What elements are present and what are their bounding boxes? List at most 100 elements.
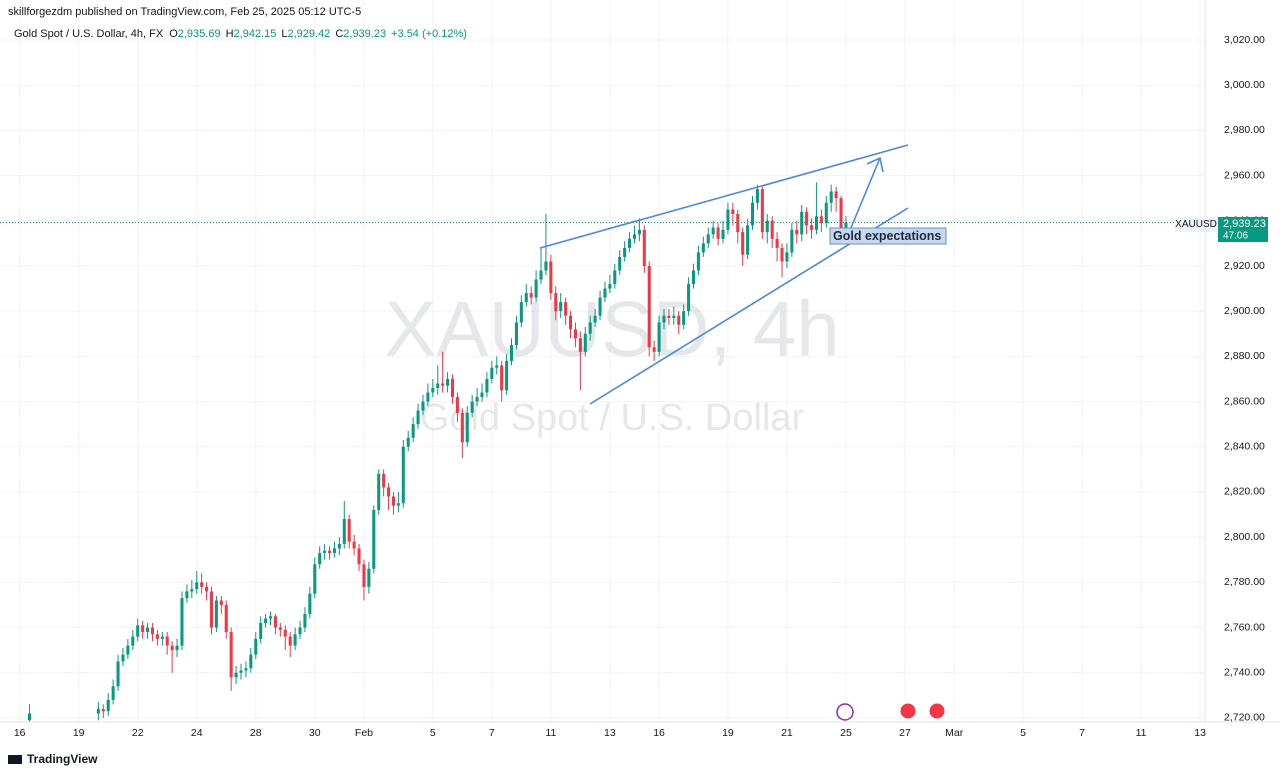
candle-body	[195, 582, 199, 590]
candle-body	[613, 270, 617, 285]
x-tick-label: 7	[1079, 727, 1085, 739]
event-icon[interactable]	[836, 703, 854, 721]
candle-body	[519, 302, 523, 323]
upper-trendline	[539, 144, 909, 249]
x-tick-label: 24	[191, 727, 203, 739]
candle-body	[421, 401, 425, 411]
candle-body	[632, 234, 636, 239]
x-tick-label: Feb	[355, 727, 373, 739]
candle-body	[165, 636, 169, 646]
x-tick-label: 13	[604, 727, 616, 739]
candle-body	[544, 261, 548, 271]
candle-body	[736, 214, 740, 233]
candle-body	[146, 627, 150, 633]
y-tick-label: 2,900.00	[1224, 305, 1265, 317]
candle-body	[401, 446, 405, 504]
candle-body	[273, 616, 277, 628]
candle-body	[790, 229, 794, 253]
candle-body	[234, 672, 238, 678]
candle-body	[662, 315, 666, 323]
candle-body	[559, 302, 563, 312]
candle-body	[770, 220, 774, 239]
candle-body	[539, 270, 543, 280]
candle-body	[446, 378, 450, 386]
y-tick-label: 3,020.00	[1224, 34, 1265, 46]
candle-body	[795, 229, 799, 235]
candle-body	[106, 699, 110, 712]
candle-body	[829, 191, 833, 203]
candle-body	[214, 600, 218, 628]
candle-body	[229, 632, 233, 678]
candle-body	[155, 634, 159, 639]
event-flag-icon[interactable]	[899, 702, 917, 720]
ohlc-value: 2,935.69	[178, 28, 221, 40]
tag-price-bg	[1218, 217, 1268, 242]
candle-body	[598, 297, 602, 316]
ohlc-key: L	[281, 28, 287, 40]
candle-body	[657, 322, 661, 352]
price-axis-bg	[1205, 0, 1280, 722]
y-tick-label: 2,860.00	[1224, 395, 1265, 407]
candle-body	[608, 284, 612, 289]
y-tick-label: 2,880.00	[1224, 350, 1265, 362]
candle-body	[814, 216, 818, 230]
publish-header: skillforgezdm published on TradingView.c…	[8, 6, 361, 18]
ohlc-value: 2,939.23	[343, 28, 386, 40]
candle-body	[431, 388, 435, 393]
watermark-description: Gold Spot / U.S. Dollar	[420, 397, 805, 439]
candle-body	[328, 550, 332, 553]
tag-symbol: XAUUSD	[1175, 219, 1217, 230]
candle-body	[460, 412, 464, 443]
candle-body	[647, 265, 651, 348]
y-tick-label: 3,000.00	[1224, 79, 1265, 91]
candle-body	[303, 613, 307, 628]
candle-body	[844, 222, 848, 231]
candle-body	[268, 616, 273, 619]
candle-body	[342, 519, 346, 544]
x-tick-label: 16	[653, 727, 665, 739]
candle-body	[244, 668, 248, 671]
x-tick-label: 22	[132, 727, 144, 739]
y-tick-label: 2,920.00	[1224, 260, 1265, 272]
x-tick-label: 27	[899, 727, 911, 739]
annotation-box	[829, 227, 947, 245]
candle-body	[219, 600, 223, 605]
candle-body	[131, 636, 135, 646]
annotation-text: Gold expectations	[833, 229, 941, 243]
candle-body	[677, 315, 681, 325]
x-tick-label: 16	[14, 727, 26, 739]
candle-body	[470, 401, 474, 413]
tag-countdown: 47:06	[1223, 231, 1248, 242]
candle-body	[765, 220, 769, 233]
candle-body	[288, 636, 292, 646]
candle-body	[623, 247, 627, 257]
candle-body	[377, 473, 381, 511]
candle-body	[569, 315, 573, 330]
candle-body	[411, 424, 415, 438]
candle-body	[746, 225, 750, 255]
x-tick-label: 19	[73, 727, 85, 739]
y-tick-label: 2,840.00	[1224, 441, 1265, 453]
candle-body	[347, 519, 351, 542]
candle-body	[755, 189, 759, 203]
candle-body	[805, 211, 809, 226]
candle-body	[150, 627, 154, 635]
tag-symbol-bg	[1175, 217, 1218, 232]
candle-body	[652, 347, 656, 352]
candle-body	[175, 645, 179, 651]
candle-body	[834, 191, 838, 199]
candle-body	[318, 552, 322, 565]
candle-body	[362, 564, 366, 587]
ohlc-value: 2,929.42	[287, 28, 330, 40]
candle-body	[111, 686, 115, 700]
x-tick-label: 5	[1020, 727, 1026, 739]
x-tick-label: 13	[1194, 727, 1206, 739]
logo-mark	[8, 755, 22, 764]
candle-body	[121, 654, 125, 662]
candle-body	[495, 365, 499, 368]
event-flag-icon[interactable]	[928, 702, 946, 720]
footer-brand: TradingView	[27, 752, 98, 766]
x-tick-label: 19	[722, 727, 734, 739]
candle-body	[485, 378, 489, 393]
candle-body	[96, 708, 100, 714]
